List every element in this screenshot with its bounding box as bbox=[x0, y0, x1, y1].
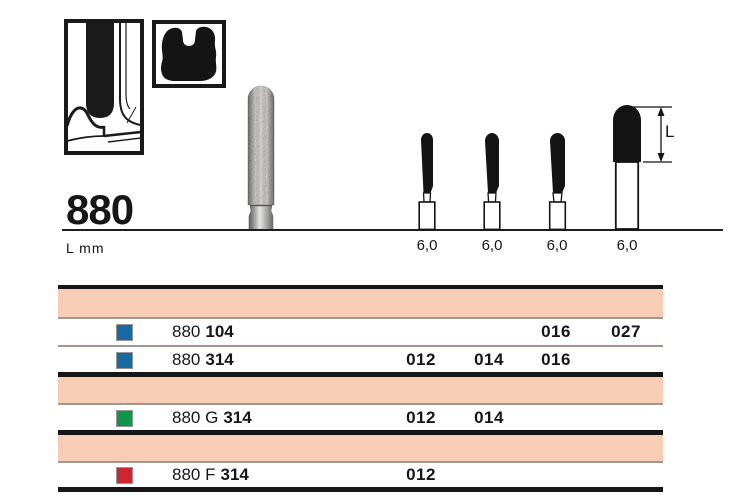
code-shank: 104 bbox=[205, 322, 234, 341]
product-code: 880 104 bbox=[172, 319, 234, 345]
model-number: 880 bbox=[66, 186, 134, 233]
application-pictogram-icon bbox=[64, 19, 144, 155]
iso-size: 014 bbox=[474, 350, 504, 369]
divider bbox=[58, 430, 663, 435]
unit-label: L mm bbox=[66, 240, 105, 256]
product-row: 880 G 314 012 014 bbox=[58, 405, 663, 430]
length-value-1: 6,0 bbox=[416, 237, 438, 254]
code-prefix: 880 G bbox=[172, 408, 219, 427]
iso-size: 016 bbox=[541, 322, 571, 341]
code-shank: 314 bbox=[220, 465, 249, 484]
divider bbox=[58, 487, 663, 492]
iso-size: 012 bbox=[406, 465, 436, 484]
divider bbox=[58, 345, 663, 347]
color-marker-blue bbox=[116, 351, 133, 369]
section-band bbox=[58, 435, 663, 461]
length-dimension-arrow bbox=[622, 106, 672, 163]
divider bbox=[58, 461, 663, 463]
product-code: 880 F 314 bbox=[172, 463, 249, 487]
divider bbox=[58, 317, 663, 319]
code-shank: 314 bbox=[205, 350, 234, 369]
bur-silhouette-012 bbox=[418, 133, 436, 230]
crown-silhouette-icon bbox=[152, 20, 226, 88]
iso-size: 012 bbox=[406, 350, 436, 369]
color-marker-blue bbox=[116, 324, 133, 341]
section-band bbox=[58, 377, 663, 403]
length-value-2: 6,0 bbox=[481, 237, 503, 254]
iso-size: 016 bbox=[541, 350, 571, 369]
header-band bbox=[58, 289, 663, 317]
code-shank: 314 bbox=[223, 408, 252, 427]
product-row: 880 314 012 014 016 bbox=[58, 347, 663, 372]
iso-size: 012 bbox=[406, 408, 436, 427]
divider bbox=[58, 403, 663, 405]
divider bbox=[58, 372, 663, 377]
iso-size: 027 bbox=[611, 322, 641, 341]
code-prefix: 880 F bbox=[172, 465, 216, 484]
color-marker-green bbox=[116, 409, 133, 427]
code-prefix: 880 bbox=[172, 350, 201, 369]
length-value-4: 6,0 bbox=[616, 237, 638, 254]
diamond-bur-photo bbox=[247, 85, 275, 231]
product-row: 880 104 016 027 bbox=[58, 319, 663, 345]
color-marker-red bbox=[116, 467, 133, 484]
figure-baseline bbox=[62, 229, 723, 231]
product-row: 880 F 314 012 bbox=[58, 463, 663, 487]
length-value-3: 6,0 bbox=[546, 237, 568, 254]
product-code: 880 G 314 bbox=[172, 405, 252, 430]
divider bbox=[58, 285, 663, 289]
iso-size: 014 bbox=[474, 408, 504, 427]
code-prefix: 880 bbox=[172, 322, 201, 341]
length-dimension-label: L bbox=[665, 122, 675, 141]
bur-silhouette-014 bbox=[483, 133, 501, 230]
product-code: 880 314 bbox=[172, 347, 234, 372]
bur-silhouette-016 bbox=[548, 133, 567, 230]
bur-silhouette-027 bbox=[613, 105, 641, 230]
